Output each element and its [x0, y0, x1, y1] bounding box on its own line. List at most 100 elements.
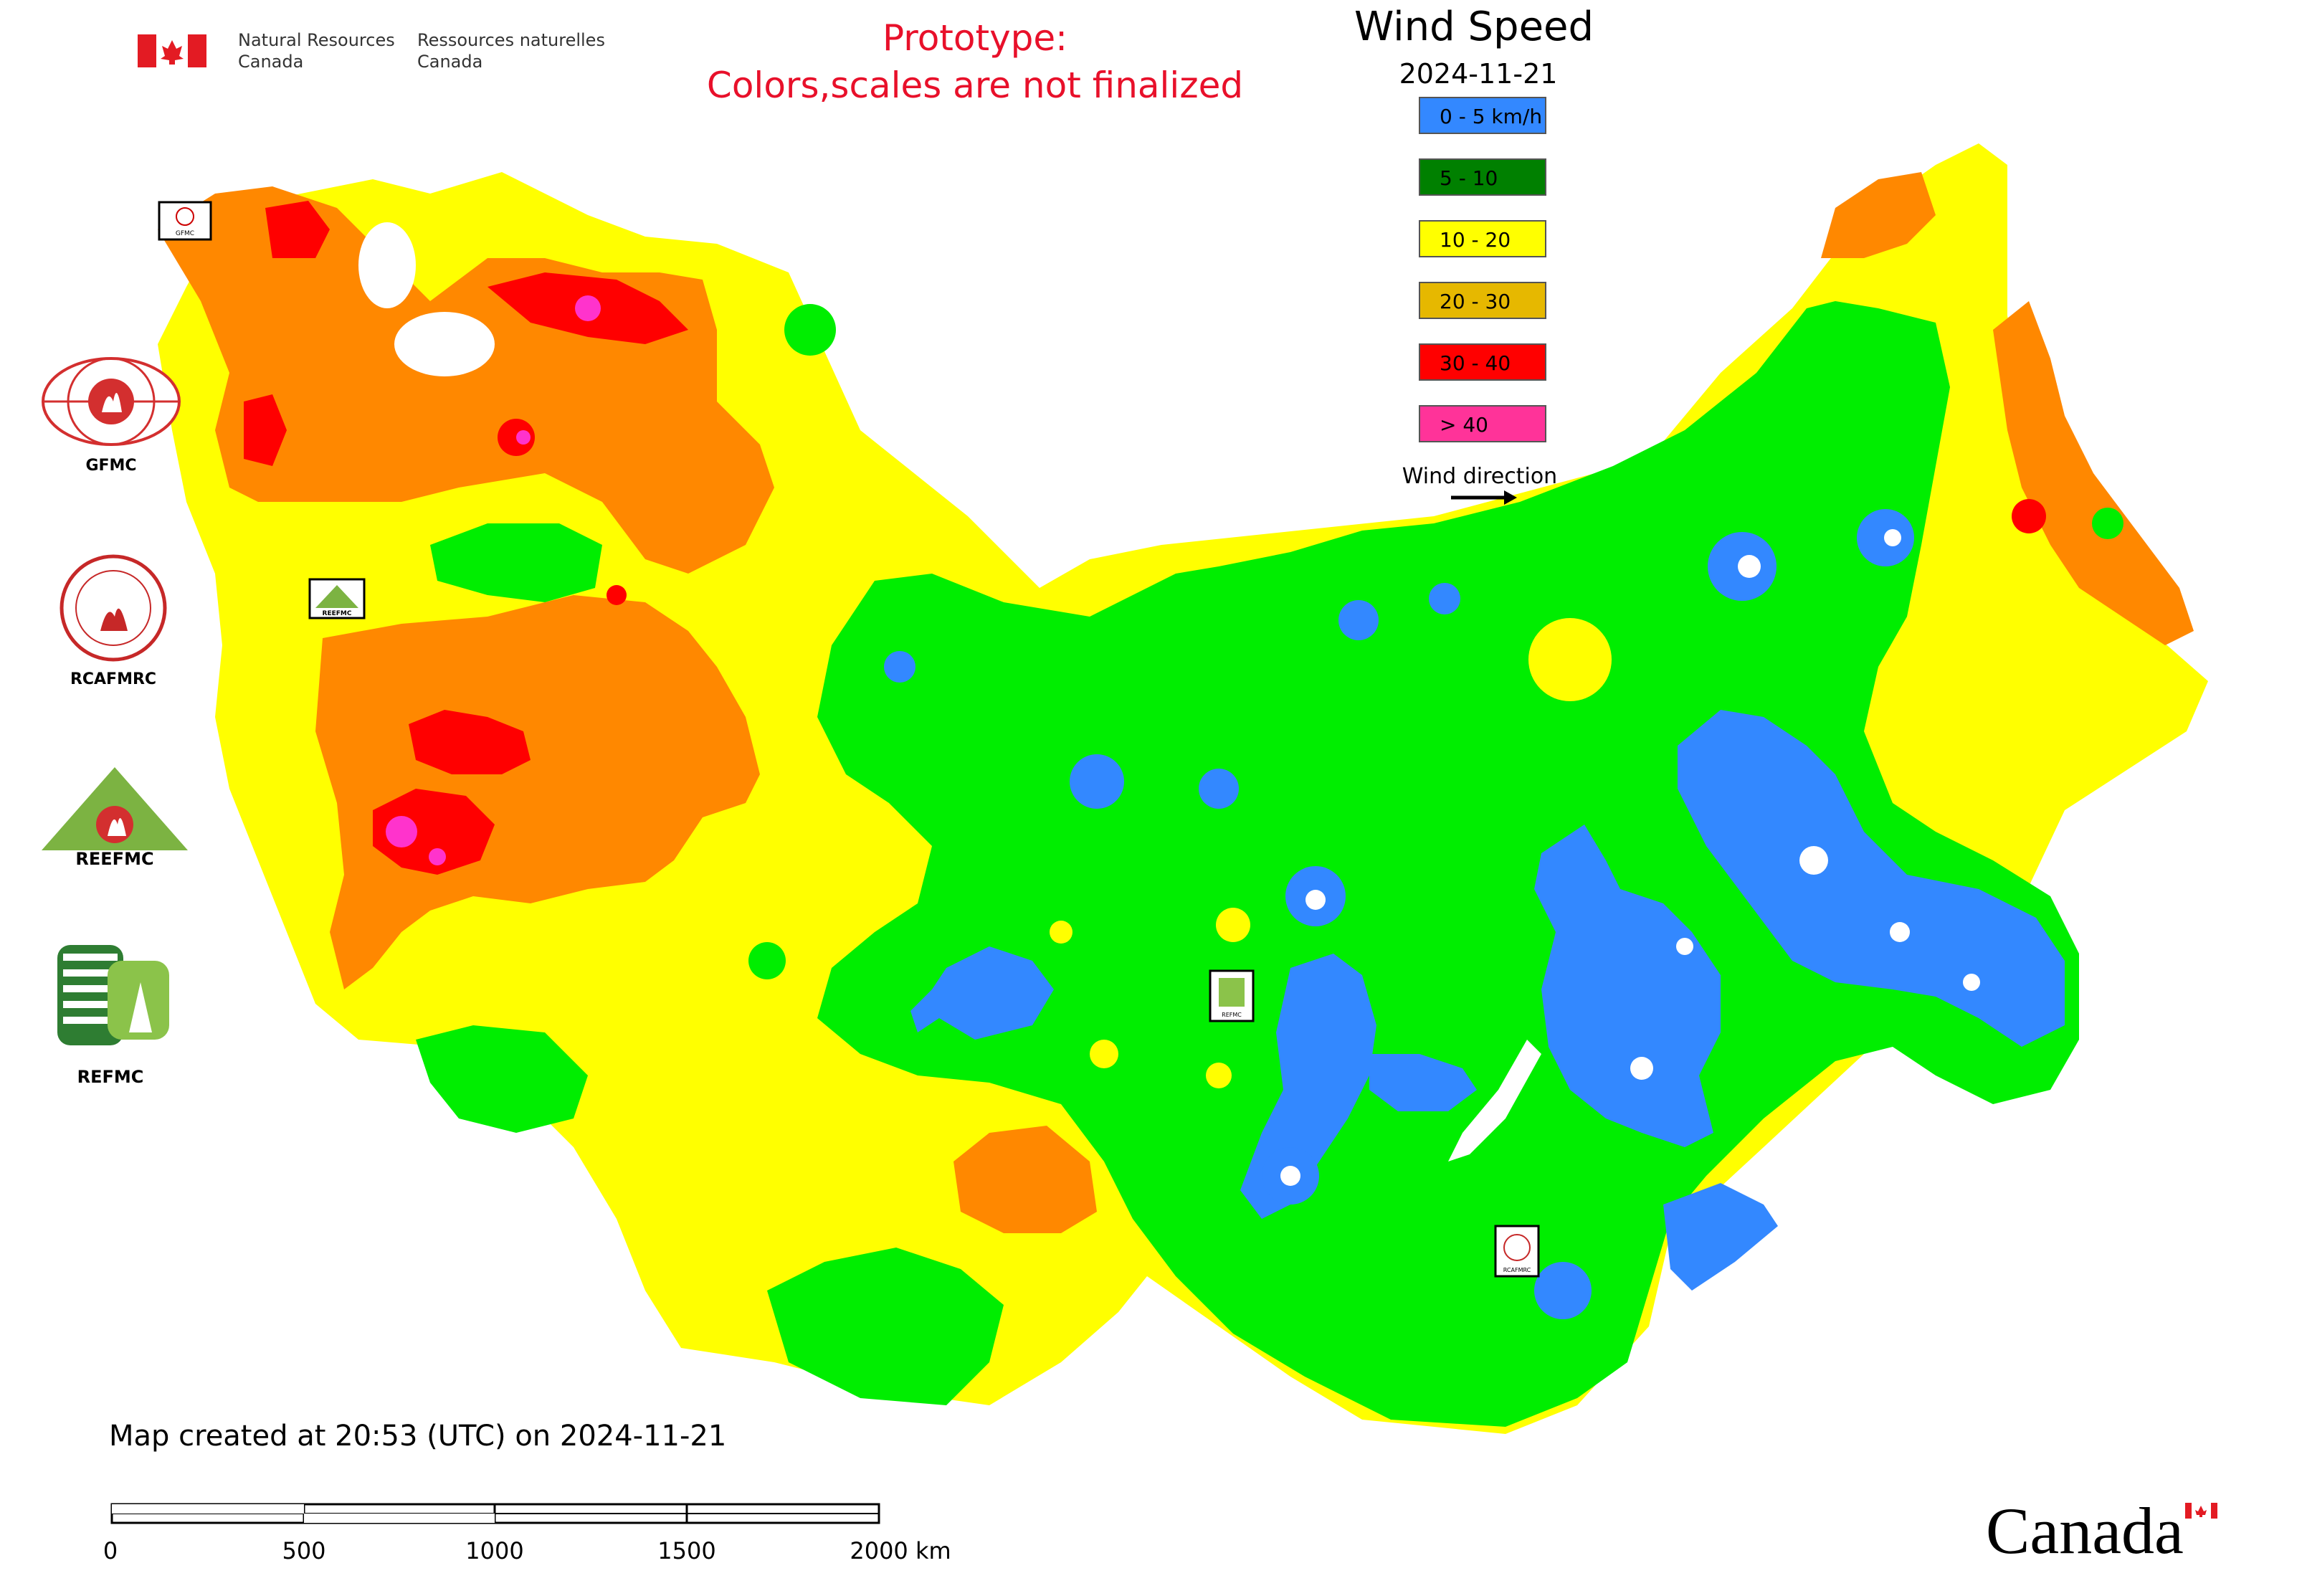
legend-label: 5 - 10 [1440, 166, 1498, 190]
hotspot-red [607, 585, 627, 605]
hole-white [1884, 529, 1901, 546]
blob-blue [1199, 769, 1239, 809]
region-orange-kamchatka [1993, 301, 2194, 645]
legend-label: 0 - 5 km/h [1440, 105, 1542, 128]
map-regions [158, 143, 2208, 1434]
agency-fr-line2: Canada [417, 52, 482, 72]
blob-yellow [1206, 1063, 1232, 1088]
region-blue-amur [1663, 1183, 1778, 1291]
legend-label: 30 - 40 [1440, 351, 1511, 375]
refmc-label: REFMC [77, 1067, 144, 1087]
canada-wordmark: Canada [1986, 1494, 2184, 1567]
agency-en-line2: Canada [238, 52, 303, 72]
legend-label: 10 - 20 [1440, 228, 1511, 252]
region-blue-baikal-east [1369, 1054, 1477, 1111]
rcafmrc-label: RCAFMRC [70, 670, 156, 688]
map-created-text: Map created at 20:53 (UTC) on 2024-11-21 [109, 1420, 726, 1453]
agency-en-line1: Natural Resources [238, 30, 395, 50]
agency-fr-line1: Ressources naturelles [417, 30, 605, 50]
region-orange-chukotka [1821, 172, 1936, 258]
blob-yellow [1216, 908, 1250, 942]
blob-green [784, 304, 836, 356]
blob-blue [1429, 583, 1460, 614]
prototype-title: Prototype: [883, 17, 1067, 59]
wind-direction-arrow-icon [1451, 490, 1517, 505]
scale-label-1500: 1500 [657, 1537, 715, 1564]
region-orange-west [315, 595, 760, 989]
gfmc-label: GFMC [85, 457, 136, 475]
blob-yellow [1528, 618, 1612, 701]
reefmc-label: REEFMC [75, 849, 153, 869]
blob-blue [884, 651, 915, 683]
hotspot-magenta [516, 430, 531, 445]
region-red-westcentral [409, 710, 531, 774]
scale-label-1000: 1000 [465, 1537, 523, 1564]
canada-wordmark-flag-icon [2185, 1503, 2217, 1519]
hotspot-red [2012, 499, 2046, 533]
legend-swatch [1419, 97, 1546, 134]
hole-white [1630, 1057, 1653, 1080]
map-marker-reefmc[interactable]: REEFMC [308, 578, 366, 619]
region-green-karelia [430, 523, 602, 602]
map-marker-refmc[interactable]: REFMC [1209, 969, 1255, 1022]
hole-white [1738, 555, 1761, 578]
blob-green [748, 942, 786, 979]
marker-label-refmc: REFMC [1222, 1012, 1242, 1018]
scale-label-2000-km: 2000 km [850, 1537, 951, 1564]
hole-white [1305, 890, 1326, 910]
region-blue-east-large [1678, 710, 2065, 1047]
hole-white [1890, 922, 1910, 942]
legend-swatch [1419, 405, 1546, 442]
marker-label-gfmc: GFMC [176, 230, 194, 237]
region-red-kola [265, 201, 330, 258]
gfmc-logo [42, 357, 181, 446]
scale-label-500: 500 [282, 1537, 325, 1564]
legend-swatch [1419, 220, 1546, 257]
legend-items: 0 - 5 km/h 5 - 10 10 - 20 20 - 30 30 - 40 > 4… [1419, 97, 1546, 442]
map-marker-gfmc[interactable]: GFMC [158, 201, 212, 241]
region-blue-east-south [1534, 825, 1721, 1147]
legend-label: 20 - 30 [1440, 290, 1511, 313]
scale-bar [110, 1503, 880, 1524]
refmc-logo [57, 945, 169, 1045]
hole-white [1280, 1166, 1300, 1186]
marker-label-rcafmrc: RCAFMRC [1503, 1267, 1531, 1273]
map-marker-rcafmrc[interactable]: RCAFMRC [1494, 1225, 1540, 1278]
nrcan-flag-icon [138, 34, 206, 67]
blob-yellow [1090, 1040, 1118, 1068]
lake-baikal [1448, 1040, 1541, 1162]
region-blue-west [910, 946, 1054, 1040]
blob-blue [1534, 1262, 1592, 1319]
hotspot-magenta [386, 816, 417, 847]
marker-label-reefmc: REEFMC [323, 610, 352, 617]
hotspot-magenta [575, 295, 601, 321]
legend-date: 2024-11-21 [1399, 58, 1558, 90]
legend-label: > 40 [1440, 413, 1488, 437]
blob-yellow [1050, 921, 1072, 944]
legend-swatch [1419, 282, 1546, 319]
wind-direction-label: Wind direction [1402, 464, 1557, 489]
blob-blue [1070, 754, 1124, 809]
hole-white [1676, 938, 1693, 955]
legend-swatch [1419, 343, 1546, 381]
region-green-caucasus [416, 1025, 588, 1133]
hole-white [1963, 974, 1980, 991]
lake-ladoga [394, 312, 495, 376]
lake-onega [358, 222, 416, 308]
scale-label-0: 0 [103, 1537, 118, 1564]
hole-white [1799, 846, 1828, 875]
region-red-norway [244, 394, 287, 466]
rcafmrc-logo [60, 554, 167, 662]
blob-blue [1338, 600, 1379, 640]
region-green-south [767, 1248, 1004, 1405]
hotspot-magenta [429, 848, 446, 865]
prototype-subtitle: Colors,scales are not finalized [707, 65, 1243, 106]
legend-swatch [1419, 158, 1546, 196]
blob-green [2092, 508, 2123, 539]
region-orange-south [953, 1126, 1097, 1233]
legend-title: Wind Speed [1354, 4, 1594, 50]
reefmc-logo [37, 767, 192, 866]
region-red-west [373, 789, 495, 875]
